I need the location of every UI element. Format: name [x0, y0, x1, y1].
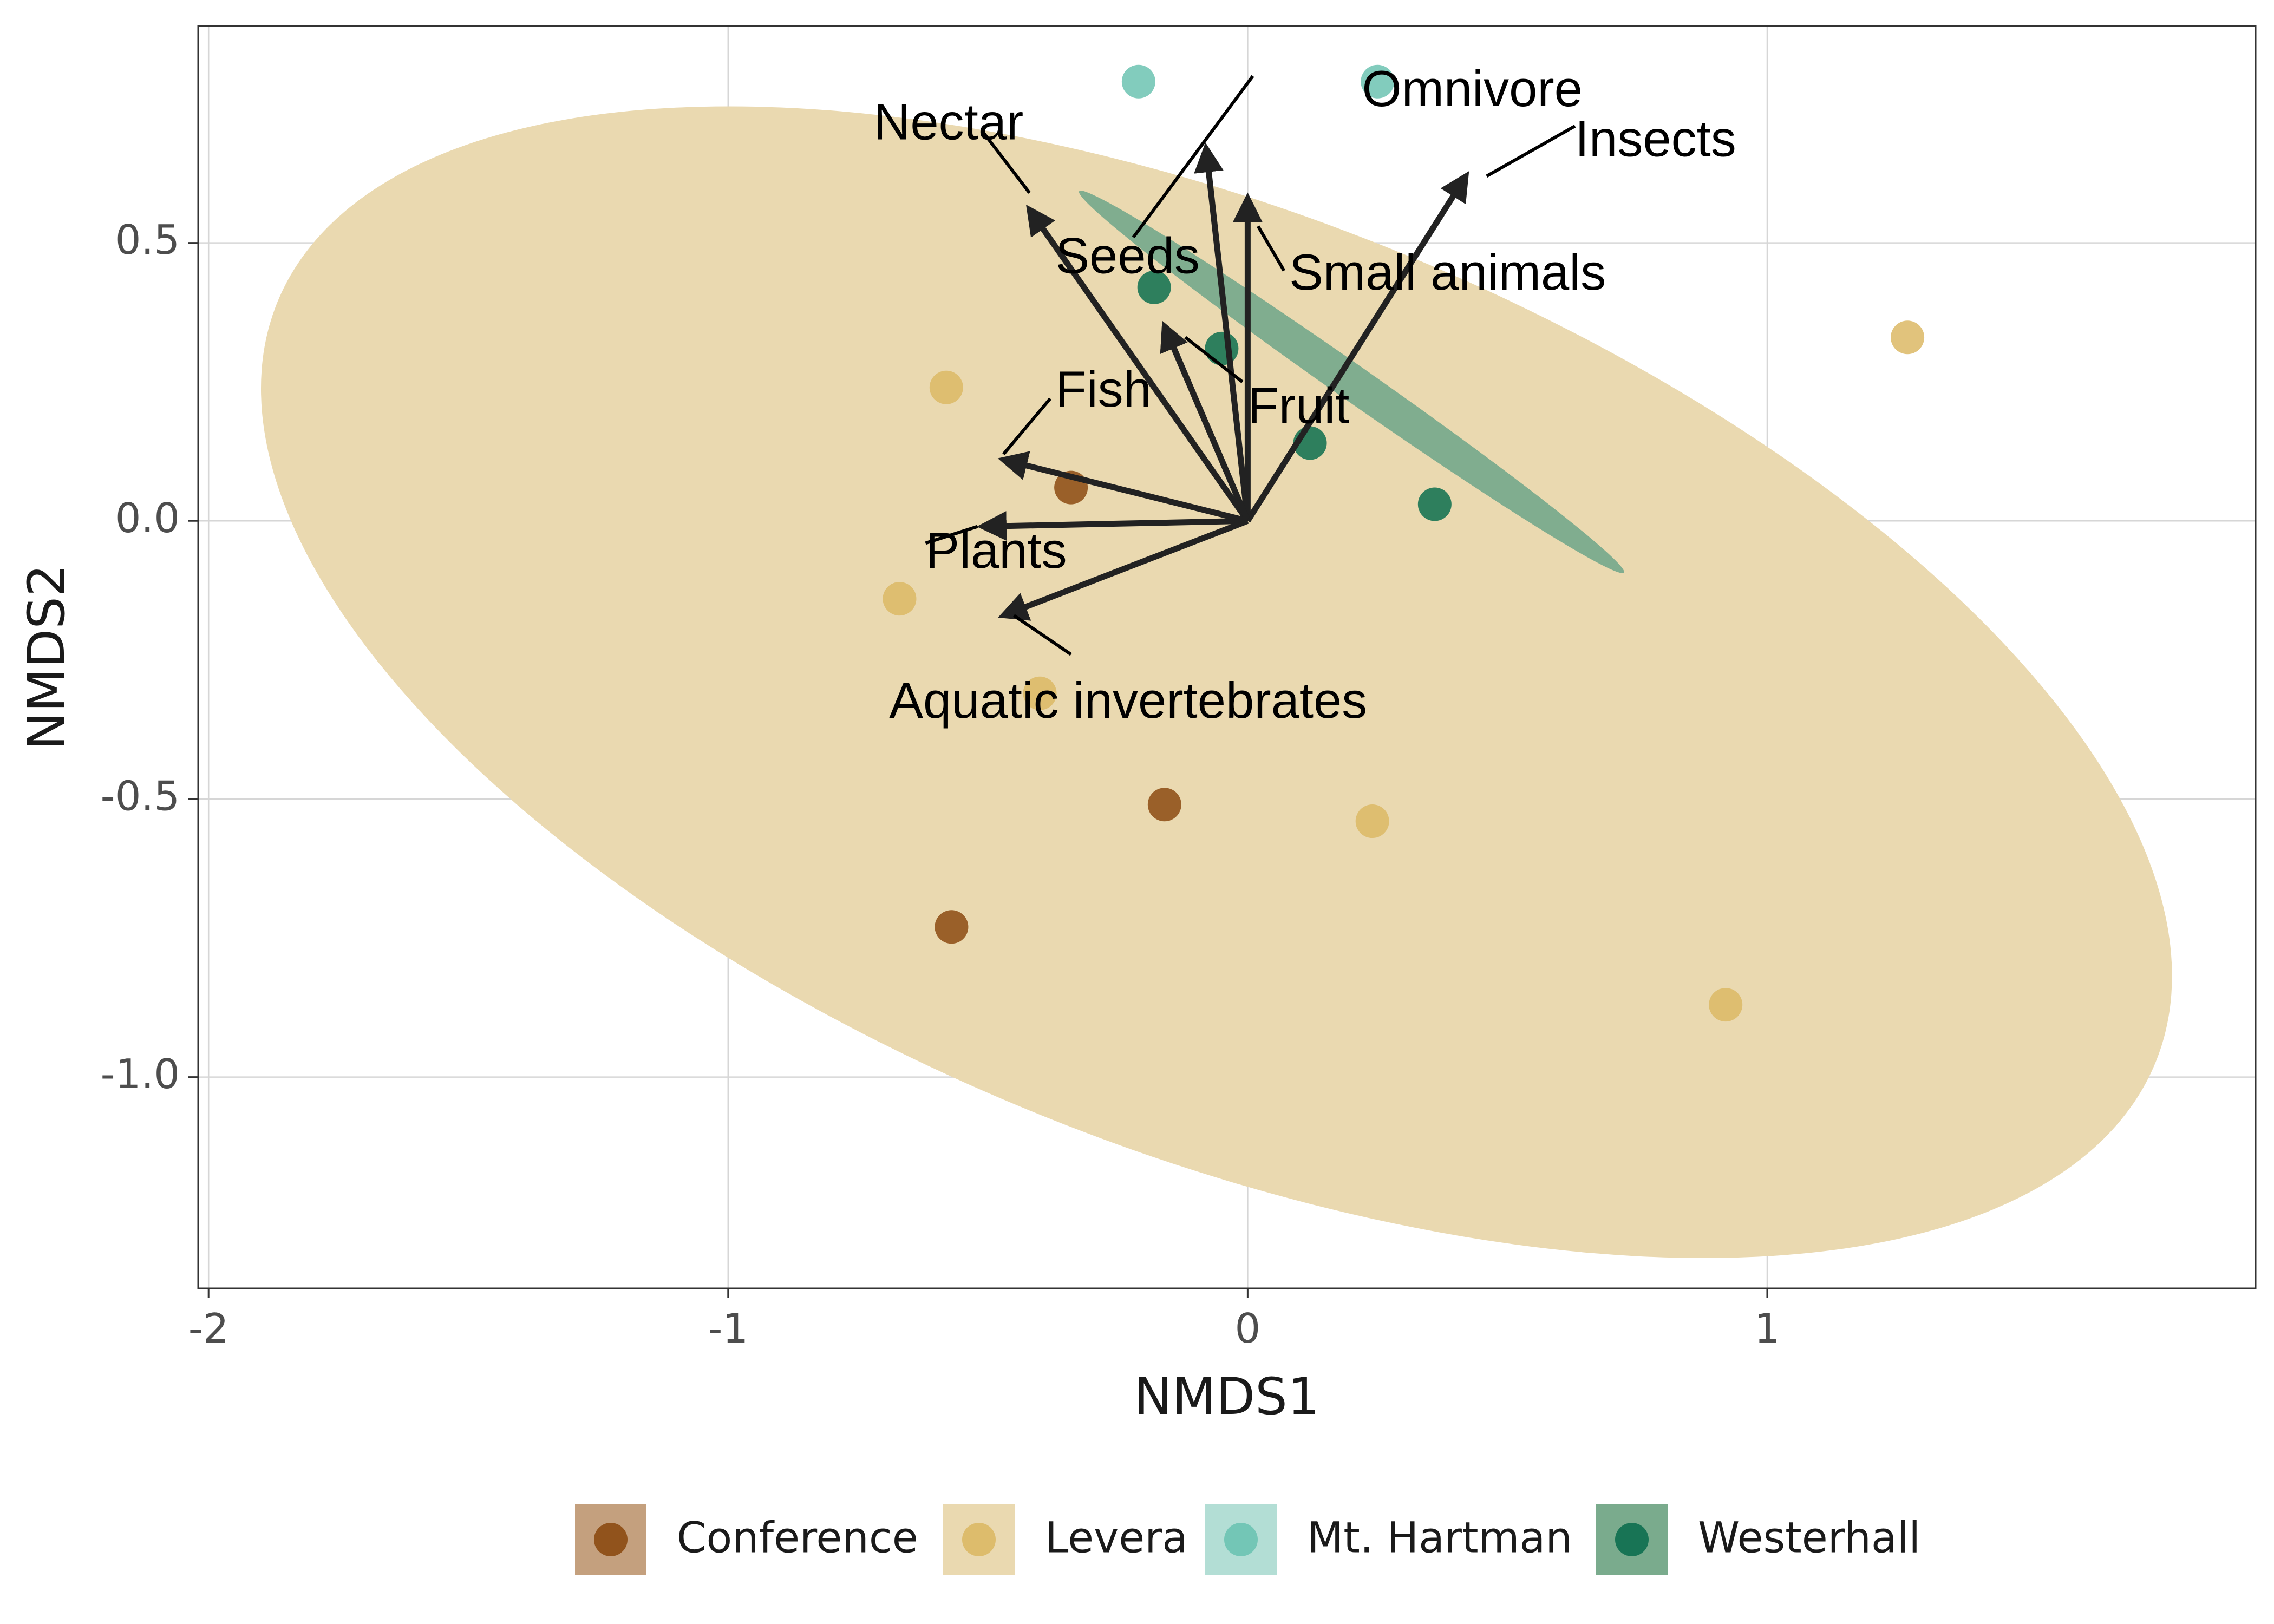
panel-border	[197, 25, 2257, 1289]
group-ellipses	[260, 106, 2172, 1258]
vector-label-small-animals: Small animals	[1289, 244, 1606, 300]
legend-mt-hartman-label: Mt. Hartman	[1307, 1514, 1572, 1562]
vector-arrow-fruit	[1160, 320, 1251, 522]
vector-arrow-plants	[976, 511, 1248, 541]
y-axis-title: NMDS2	[17, 564, 76, 750]
leader-line-aquatic-invertebrates	[1012, 614, 1072, 656]
vector-arrow-omnivore	[1194, 142, 1251, 521]
leader-line-plants	[925, 525, 978, 545]
leader-line-insects	[1486, 125, 1576, 178]
point-levera	[883, 582, 917, 616]
vector-label-omnivore: Omnivore	[1362, 60, 1582, 117]
leader-line-fruit	[1184, 336, 1244, 383]
x-tick-label: -2	[188, 1305, 229, 1352]
point-westerhall	[1137, 270, 1171, 304]
legend-westerhall-dot	[1615, 1523, 1649, 1556]
point-mt-hartman	[1361, 64, 1395, 99]
legend: Conference Levera Mt. Hartman Westerhall	[575, 1504, 1920, 1575]
point-conference	[935, 910, 969, 944]
vector-arrow-aquatic-invertebrates	[998, 518, 1249, 621]
point-levera	[1355, 804, 1389, 839]
point-conference	[1147, 788, 1181, 822]
leader-line-small-animals	[1256, 225, 1286, 272]
leader-line-omnivore	[1132, 75, 1254, 239]
point-mt-hartman	[1121, 64, 1155, 99]
y-tick-label: -1.0	[101, 1050, 180, 1098]
y-tick-label: -0.5	[101, 772, 180, 820]
point-westerhall	[1417, 487, 1452, 521]
vector-arrow-fish	[997, 451, 1249, 524]
point-westerhall	[1205, 331, 1239, 365]
x-tick-label: 0	[1235, 1305, 1261, 1352]
point-levera	[1891, 320, 1925, 355]
vector-arrow-insects	[1245, 171, 1469, 523]
vector-arrow-nectar	[1026, 205, 1250, 523]
legend-levera-dot	[962, 1523, 996, 1556]
vector-label-aquatic-invertebrates: Aquatic invertebrates	[889, 672, 1367, 729]
legend-conference-dot	[594, 1523, 628, 1556]
legend-mt-hartman-dot	[1224, 1523, 1258, 1556]
point-levera	[1023, 676, 1057, 710]
ellipse-westerhall	[1079, 191, 1624, 573]
diet-vectors	[976, 142, 1469, 621]
vector-label-fish: Fish	[1055, 361, 1152, 417]
leader-line-nectar	[981, 130, 1031, 194]
vector-label-insects: Insects	[1575, 110, 1736, 167]
legend-conference-label: Conference	[677, 1514, 918, 1562]
point-levera	[929, 370, 963, 404]
vector-label-fruit: Fruit	[1247, 377, 1349, 434]
ellipse-levera	[260, 106, 2172, 1258]
axis-ticks: -2 -1 0 1 0.5 0.0 -0.5 -1.0	[101, 216, 1780, 1352]
leader-line-fish	[1002, 397, 1052, 455]
vector-label-nectar: Nectar	[873, 94, 1023, 150]
legend-westerhall-label: Westerhall	[1698, 1514, 1920, 1562]
y-tick-label: 0.0	[115, 494, 180, 542]
legend-levera-label: Levera	[1045, 1514, 1188, 1562]
x-tick-label: -1	[708, 1305, 748, 1352]
point-levera	[1709, 988, 1743, 1022]
x-tick-label: 1	[1754, 1305, 1780, 1352]
y-tick-label: 0.5	[115, 216, 180, 264]
vector-label-plants: Plants	[925, 522, 1067, 579]
vector-label-seeds: Seeds	[1055, 227, 1200, 284]
x-axis-title: NMDS1	[1134, 1367, 1319, 1426]
